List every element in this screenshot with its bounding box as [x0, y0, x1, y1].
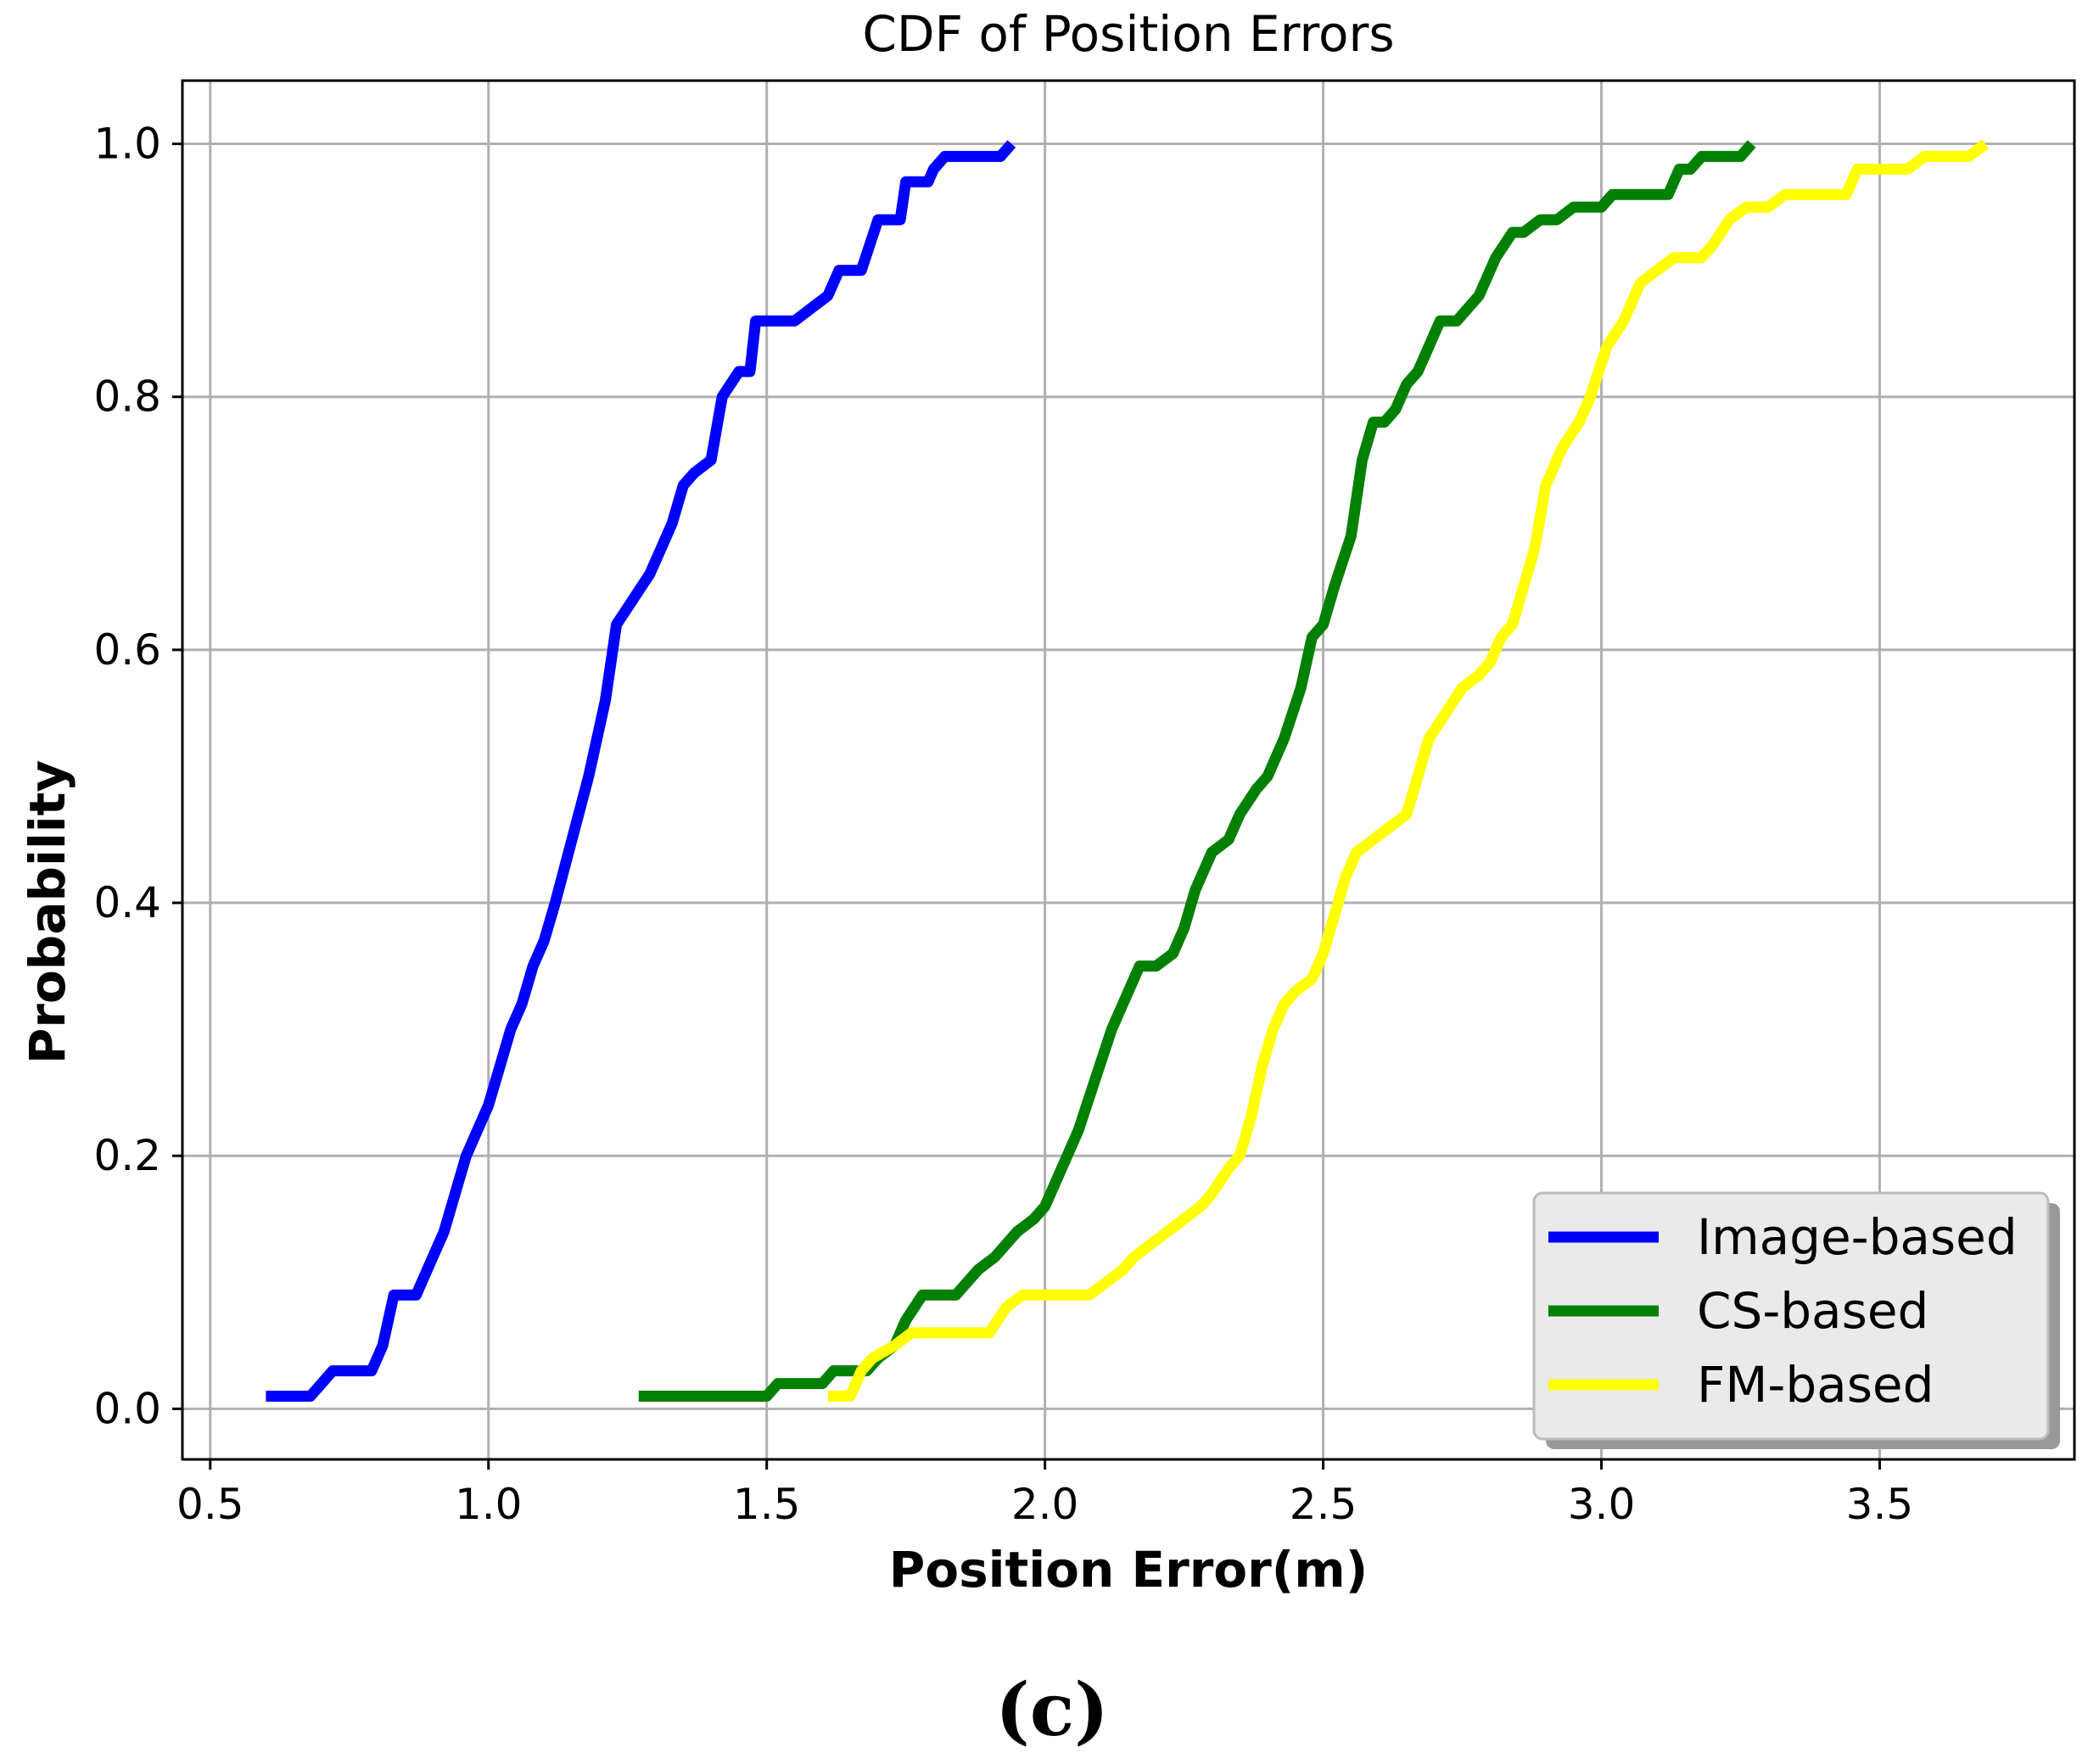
- chart-title: CDF of Position Errors: [862, 5, 1394, 63]
- axis-ticks: 0.5 1.0 1.5 2.0 2.5 3.0 3.5 0.0 0.2 0.4 0.6 0.8 1.0: [93, 120, 1913, 1529]
- legend-label: FM-based: [1697, 1356, 1934, 1414]
- grid-lines: [182, 81, 2074, 1459]
- x-tick-label: 0.5: [176, 1480, 244, 1529]
- legend-box: [1532, 1191, 2050, 1441]
- y-tick-label: 0.8: [93, 372, 161, 422]
- legend-label: Image-based: [1697, 1208, 2018, 1266]
- series-line-fm-based: [827, 139, 1990, 1402]
- x-axis-label: Position Error(m): [889, 1541, 1368, 1599]
- legend: Image-based CS-based FM-based: [1532, 1191, 2060, 1449]
- y-tick-label: 0.2: [93, 1131, 161, 1180]
- x-tick-label: 1.5: [733, 1480, 801, 1529]
- x-tick-label: 1.0: [455, 1480, 523, 1529]
- y-tick-label: 0.6: [93, 625, 161, 675]
- series-line-image-based: [266, 140, 1016, 1402]
- legend-label: CS-based: [1697, 1282, 1928, 1340]
- x-tick-label: 3.5: [1846, 1480, 1914, 1529]
- x-tick-label: 2.0: [1011, 1480, 1079, 1529]
- series-line-cs-based: [638, 140, 1756, 1402]
- y-tick-label: 1.0: [93, 120, 161, 169]
- y-tick-label: 0.0: [93, 1384, 161, 1433]
- y-tick-label: 0.4: [93, 878, 161, 927]
- figure-caption: (c): [995, 1667, 1109, 1753]
- plot-area-frame: [181, 79, 2076, 1461]
- y-axis-label: Probability: [19, 760, 76, 1064]
- x-tick-label: 2.5: [1290, 1480, 1357, 1529]
- data-series: [266, 139, 1990, 1402]
- x-tick-label: 3.0: [1568, 1480, 1636, 1529]
